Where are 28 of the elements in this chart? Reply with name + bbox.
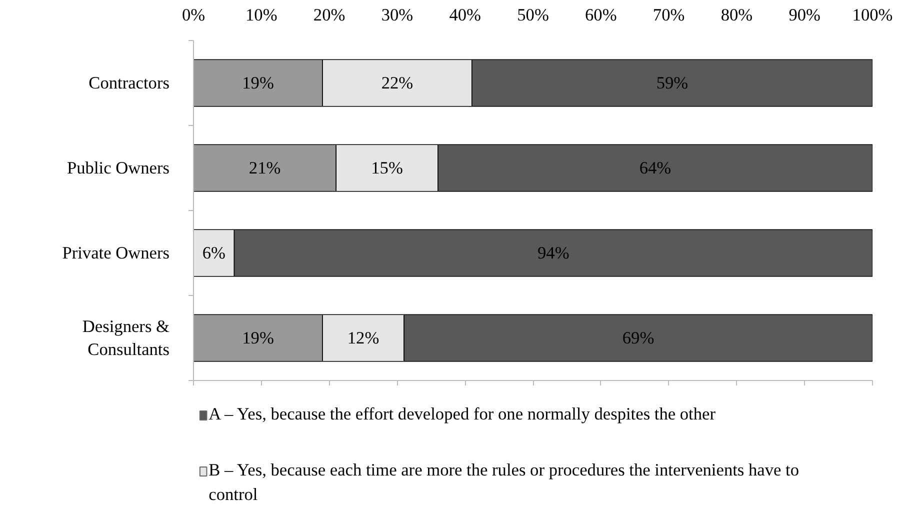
data-label: 6% xyxy=(202,244,226,262)
y-tick-label: Contractors xyxy=(88,74,170,92)
x-tick-label: 100% xyxy=(852,6,893,24)
legend-label: B – Yes, because each time are more the rules or procedures the intervenients have to control xyxy=(208,460,800,504)
data-label: 22% xyxy=(381,74,414,92)
y-tick-label: Private Owners xyxy=(62,244,170,262)
x-tick-label: 50% xyxy=(517,6,549,24)
x-tick-label: 60% xyxy=(585,6,617,24)
data-label: 21% xyxy=(248,158,281,178)
x-tick-label: 80% xyxy=(720,6,753,24)
x-tick-label: 10% xyxy=(246,6,278,24)
data-label: 15% xyxy=(371,158,403,178)
data-label: 19% xyxy=(242,74,274,92)
data-label: 94% xyxy=(537,244,570,262)
y-tick-label: Designers & Consultants xyxy=(82,317,170,359)
x-tick-label: 40% xyxy=(449,6,481,24)
x-tick-label: 20% xyxy=(313,6,346,24)
data-label: 59% xyxy=(656,74,688,92)
x-tick-label: 0% xyxy=(182,6,206,24)
x-tick-label: 90% xyxy=(788,6,820,24)
data-label: 69% xyxy=(622,328,654,348)
y-tick-label: Public Owners xyxy=(66,158,170,178)
x-tick-label: 30% xyxy=(381,6,414,24)
x-tick-label: 70% xyxy=(652,6,685,24)
data-label: 19% xyxy=(242,328,274,348)
data-label: 64% xyxy=(639,158,672,178)
data-label: 12% xyxy=(347,328,380,348)
legend-label: A – Yes, because the effort developed for one normally despites the other xyxy=(208,404,716,424)
